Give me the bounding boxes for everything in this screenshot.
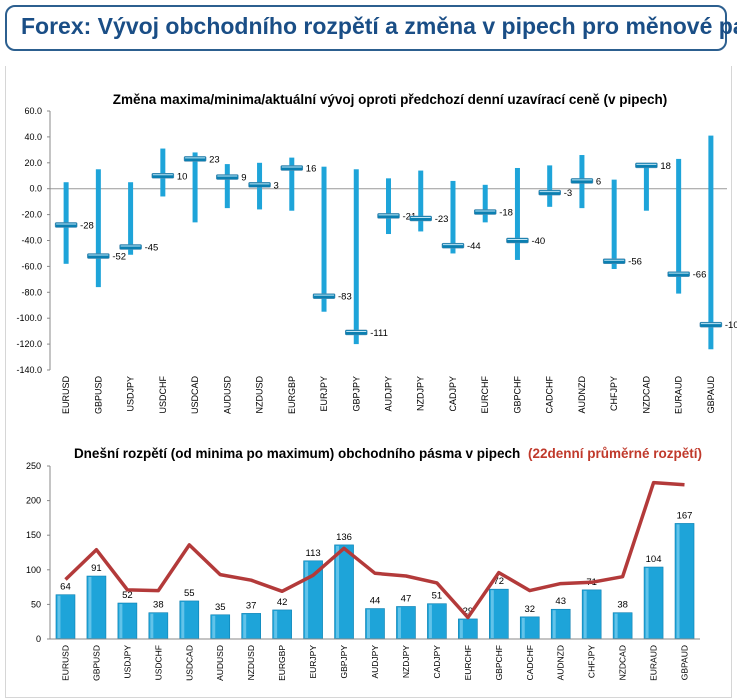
category-label: GBPAUD xyxy=(706,376,716,414)
range-bar xyxy=(128,182,134,255)
range-bar xyxy=(482,184,488,223)
data-label: -3 xyxy=(564,188,572,199)
data-label: -44 xyxy=(467,241,481,252)
current-marker xyxy=(667,271,690,277)
data-label: -23 xyxy=(435,214,449,225)
current-marker xyxy=(216,174,239,180)
category-label: EURGBP xyxy=(287,376,297,414)
current-marker xyxy=(280,165,304,171)
current-marker xyxy=(119,244,142,250)
current-marker xyxy=(538,189,561,196)
current-marker xyxy=(345,329,368,336)
current-marker xyxy=(473,209,497,215)
range-bar xyxy=(160,148,166,197)
data-label: 3 xyxy=(274,180,279,191)
data-label: 10 xyxy=(177,171,188,182)
data-label: -45 xyxy=(145,242,159,253)
current-marker xyxy=(506,237,529,244)
current-marker xyxy=(602,258,626,264)
category-label: EURCHF xyxy=(480,375,490,413)
range-bar xyxy=(611,179,617,269)
range-bar xyxy=(95,169,101,288)
current-marker xyxy=(441,242,465,249)
current-marker xyxy=(183,156,207,162)
range-bar xyxy=(353,169,359,345)
current-marker xyxy=(409,215,432,222)
category-label: USDCHF xyxy=(158,375,168,413)
category-label: EURAUD xyxy=(674,376,684,415)
category-label: CHFJPY xyxy=(609,376,619,411)
category-label: CADJPY xyxy=(448,376,458,412)
range-bar xyxy=(514,167,520,260)
category-label: GBPUSD xyxy=(93,376,103,415)
current-marker xyxy=(699,321,723,328)
y-tick-label: 20.0 xyxy=(24,158,42,168)
range-bar xyxy=(321,166,327,312)
current-marker xyxy=(377,213,400,219)
current-marker xyxy=(54,222,78,228)
category-label: USDJPY xyxy=(126,376,136,412)
category-label: GBPCHF xyxy=(512,376,522,414)
category-label: AUDJPY xyxy=(384,376,394,412)
range-bar xyxy=(386,178,391,235)
data-label: 9 xyxy=(241,173,246,184)
data-label: -83 xyxy=(338,292,352,303)
data-label: -40 xyxy=(531,236,545,247)
y-tick-label: -100.0 xyxy=(16,313,42,323)
category-label: EURJPY xyxy=(319,376,329,412)
y-tick-label: -60.0 xyxy=(21,261,42,271)
range-bar xyxy=(708,135,714,350)
data-label: -21 xyxy=(403,211,417,222)
category-label: NZDJPY xyxy=(416,376,426,411)
data-label: 18 xyxy=(660,161,671,172)
current-marker xyxy=(312,293,336,299)
range-bar xyxy=(289,157,295,211)
data-label: 16 xyxy=(306,163,317,174)
data-label: -111 xyxy=(370,328,388,339)
y-tick-label: 0.0 xyxy=(29,184,42,194)
y-tick-label: -80.0 xyxy=(21,287,42,297)
data-label: 23 xyxy=(209,154,220,165)
data-label: -18 xyxy=(499,208,513,219)
range-chart-title: Změna maxima/minima/aktuální vývoj oprot… xyxy=(113,92,667,107)
current-marker xyxy=(635,162,658,169)
category-label: NZDUSD xyxy=(255,376,265,414)
current-marker xyxy=(151,173,175,179)
category-label: USDCAD xyxy=(190,376,200,415)
y-tick-label: 40.0 xyxy=(24,132,42,142)
y-tick-label: -40.0 xyxy=(21,236,42,246)
y-tick-label: -120.0 xyxy=(16,339,42,349)
category-label: EURUSD xyxy=(61,376,71,415)
y-tick-label: -140.0 xyxy=(16,365,42,375)
page-title: Forex: Vývoj obchodního rozpětí a změna … xyxy=(21,13,737,39)
category-label: CADCHF xyxy=(545,375,555,413)
category-label: AUDNZD xyxy=(577,376,587,414)
range-bar xyxy=(224,164,230,209)
data-label: -66 xyxy=(693,270,707,281)
data-label: -52 xyxy=(112,252,126,263)
data-label: -105 xyxy=(725,320,737,331)
range-chart: Změna maxima/minima/aktuální vývoj oprot… xyxy=(16,92,737,415)
range-bar xyxy=(643,164,649,211)
current-marker xyxy=(248,182,271,188)
range-bar xyxy=(192,152,198,223)
data-label: -56 xyxy=(628,257,642,268)
charts-panel xyxy=(5,66,732,698)
range-bar xyxy=(547,165,553,207)
range-bar xyxy=(418,170,424,232)
range-bar xyxy=(676,158,682,294)
current-marker xyxy=(570,178,594,184)
header-box: Forex: Vývoj obchodního rozpětí a změna … xyxy=(5,5,737,51)
category-label: AUDUSD xyxy=(222,376,232,415)
data-label: 6 xyxy=(596,176,601,187)
category-label: GBPJPY xyxy=(351,376,361,412)
data-label: -28 xyxy=(80,220,94,231)
y-tick-label: -20.0 xyxy=(21,210,42,220)
y-tick-label: 60.0 xyxy=(24,106,42,116)
range-bar xyxy=(450,180,456,254)
current-marker xyxy=(87,253,110,259)
category-label: NZDCAD xyxy=(641,376,651,414)
